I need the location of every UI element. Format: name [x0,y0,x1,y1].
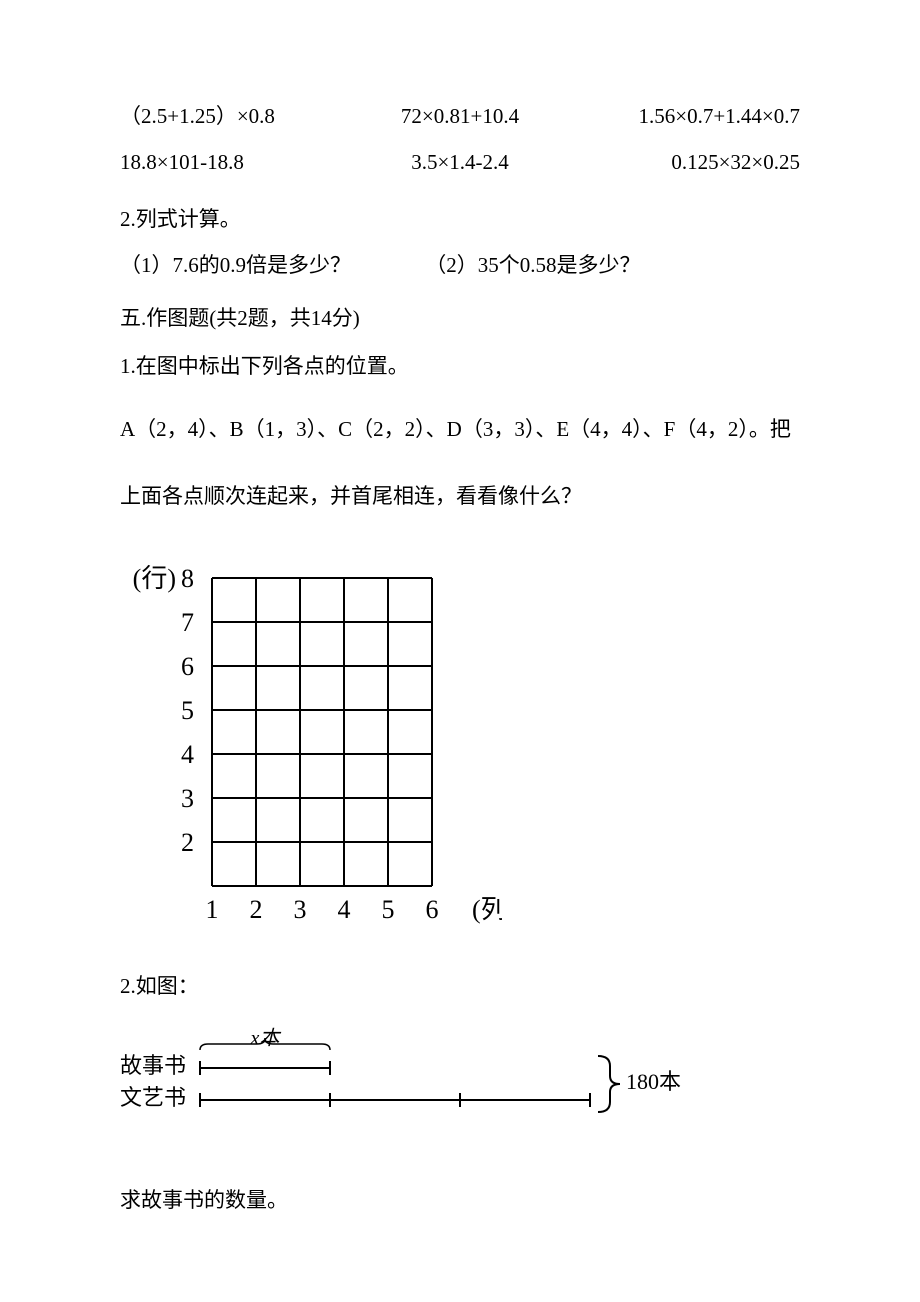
expr-1a: （2.5+1.25）×0.8 [120,100,347,134]
section-five-heading: 五.作图题(共2题，共14分) [120,302,800,336]
svg-text:3: 3 [181,784,194,813]
svg-text:2: 2 [181,828,194,857]
expression-row-2: 18.8×101-18.8 3.5×1.4-2.4 0.125×32×0.25 [120,146,800,180]
draw-q1-points-line1: A（2，4）、B（1，3）、C（2，2）、D（3，3）、E（4，4）、F（4，2… [120,417,791,441]
svg-text:4: 4 [181,740,194,769]
svg-text:180本: 180本 [626,1069,681,1094]
question-2-title: 2.列式计算。 [120,203,800,237]
draw-q1-points-line2: 上面各点顺次连起来，并首尾相连，看看像什么？ [120,484,582,508]
draw-q2-title: 2.如图： [120,970,800,1004]
expr-2c: 0.125×32×0.25 [573,146,800,180]
svg-text:(行): (行) [133,564,176,593]
svg-text:6: 6 [181,652,194,681]
svg-text:文艺书: 文艺书 [120,1085,186,1110]
draw-q1-title: 1.在图中标出下列各点的位置。 [120,350,800,384]
svg-text:4: 4 [338,895,351,924]
svg-text:2: 2 [250,895,263,924]
draw-q2-ask: 求故事书的数量。 [120,1184,800,1218]
tape-diagram-svg: x本故事书文艺书180本 [120,1024,718,1134]
svg-text:故事书: 故事书 [120,1053,186,1078]
svg-text:6: 6 [426,895,439,924]
expr-2b: 3.5×1.4-2.4 [347,146,574,180]
expr-1c: 1.56×0.7+1.44×0.7 [573,100,800,134]
svg-text:(列): (列) [472,895,502,924]
expr-1b: 72×0.81+10.4 [347,100,574,134]
svg-text:8: 8 [181,564,194,593]
expression-row-1: （2.5+1.25）×0.8 72×0.81+10.4 1.56×0.7+1.4… [120,100,800,134]
expr-2a: 18.8×101-18.8 [120,146,347,180]
svg-text:1: 1 [206,895,219,924]
svg-text:5: 5 [181,696,194,725]
grid-figure: 8 7 6 5 4 3 2 (行) 1 2 3 4 5 6 (列) [120,560,800,930]
coordinate-grid: 8 7 6 5 4 3 2 (行) 1 2 3 4 5 6 (列) [120,560,502,930]
svg-text:5: 5 [382,895,395,924]
question-2-sub1: （1）7.6的0.9倍是多少？ [120,249,420,283]
draw-q1-points: A（2，4）、B（1，3）、C（2，2）、D（3，3）、E（4，4）、F（4，2… [120,396,800,530]
tape-diagram: x本故事书文艺书180本 [120,1024,800,1145]
question-2-subs: （1）7.6的0.9倍是多少？ （2）35个0.58是多少？ [120,249,800,283]
svg-text:3: 3 [294,895,307,924]
svg-text:7: 7 [181,608,194,637]
question-2-sub2: （2）35个0.58是多少？ [425,253,640,277]
